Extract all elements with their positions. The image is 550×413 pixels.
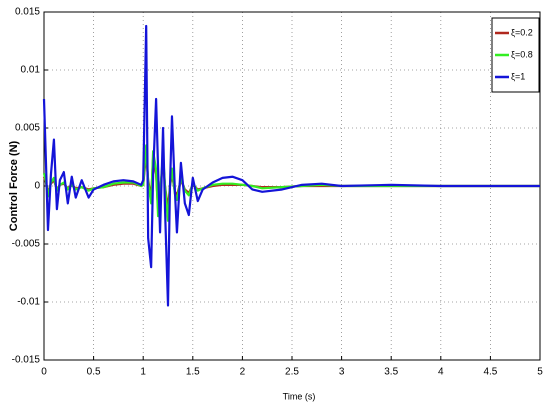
x-tick-label: 4 xyxy=(438,367,444,378)
y-tick-label: 0 xyxy=(34,181,40,192)
y-tick-label: -0.01 xyxy=(17,297,40,308)
y-tick-label: -0.005 xyxy=(12,239,41,250)
y-tick-label: 0.015 xyxy=(15,7,40,18)
legend-label: ξ=0.2 xyxy=(511,27,533,37)
y-tick-label: -0.015 xyxy=(12,355,41,366)
x-tick-label: 1.5 xyxy=(186,367,200,378)
x-tick-label: 0.5 xyxy=(87,367,101,378)
y-tick-label: 0.005 xyxy=(15,123,40,134)
x-tick-label: 2.5 xyxy=(285,367,299,378)
x-tick-label: 3.5 xyxy=(384,367,398,378)
x-tick-label: 2 xyxy=(240,367,246,378)
x-tick-label: 3 xyxy=(339,367,345,378)
legend-label: ξ=1 xyxy=(511,71,525,81)
y-tick-label: 0.01 xyxy=(21,65,41,76)
x-tick-label: 1 xyxy=(140,367,146,378)
y-axis-label: Control Force (N) xyxy=(8,140,20,231)
x-tick-label: 5 xyxy=(537,367,543,378)
series-line xyxy=(42,24,540,307)
x-axis-label: Time (s) xyxy=(283,391,316,401)
x-tick-label: 0 xyxy=(41,367,47,378)
x-tick-label: 4.5 xyxy=(483,367,497,378)
legend-label: ξ=0.8 xyxy=(511,49,533,59)
